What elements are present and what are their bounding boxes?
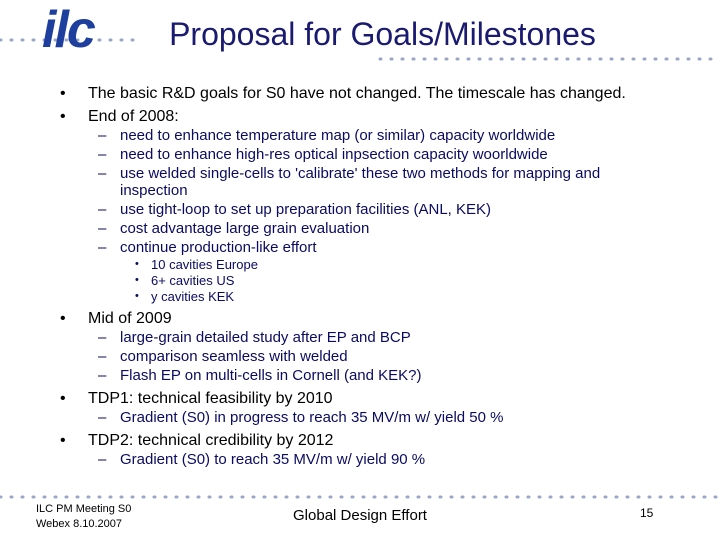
bullet-level-1: Mid of 2009 bbox=[0, 310, 628, 327]
page-number: 15 bbox=[640, 506, 654, 520]
bullet-level-1: End of 2008: bbox=[0, 108, 628, 125]
footer-center: Global Design Effort bbox=[293, 507, 427, 524]
bullet-level-2: Gradient (S0) in progress to reach 35 MV… bbox=[0, 409, 640, 426]
bullet-level-3: 10 cavities Europe bbox=[0, 257, 700, 272]
bullet-level-2: Gradient (S0) to reach 35 MV/m w/ yield … bbox=[0, 451, 640, 468]
bullet-list: The basic R&D goals for S0 have not chan… bbox=[0, 82, 700, 468]
bullet-level-2: Flash EP on multi-cells in Cornell (and … bbox=[0, 367, 640, 384]
bullet-level-2: continue production-like effort bbox=[0, 239, 640, 256]
logo: ilc bbox=[42, 1, 96, 59]
bullet-level-2: need to enhance high-res optical inpsect… bbox=[0, 146, 640, 163]
bullet-level-1: TDP2: technical credibility by 2012 bbox=[0, 432, 628, 449]
bullet-level-2: use welded single-cells to 'calibrate' t… bbox=[0, 165, 640, 199]
footer-date: Webex 8.10.2007 bbox=[36, 518, 123, 530]
bullet-level-3: y cavities KEK bbox=[0, 289, 700, 304]
footer-meeting: ILC PM Meeting S0 bbox=[36, 503, 132, 515]
slide-title: Proposal for Goals/Milestones bbox=[169, 16, 596, 52]
bullet-level-2: cost advantage large grain evaluation bbox=[0, 220, 640, 237]
bullet-level-1: The basic R&D goals for S0 have not chan… bbox=[0, 85, 628, 102]
bullet-level-3: 6+ cavities US bbox=[0, 273, 700, 288]
bullet-level-2: need to enhance temperature map (or simi… bbox=[0, 127, 640, 144]
bullet-level-2: comparison seamless with welded bbox=[0, 348, 640, 365]
bullet-level-2: large-grain detailed study after EP and … bbox=[0, 329, 640, 346]
bullet-level-1: TDP1: technical feasibility by 2010 bbox=[0, 390, 628, 407]
bullet-level-2: use tight-loop to set up preparation fac… bbox=[0, 201, 640, 218]
